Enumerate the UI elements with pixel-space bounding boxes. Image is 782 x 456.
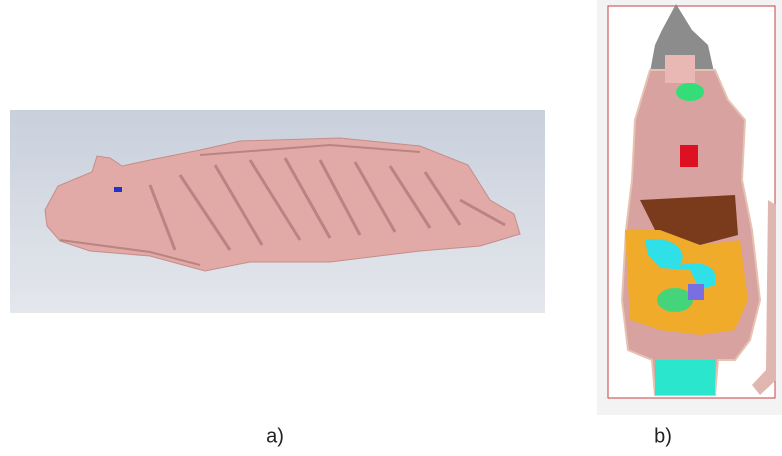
panel-a-image (10, 110, 545, 313)
panel-label: a) (266, 425, 284, 447)
organ-bladder (655, 360, 715, 395)
organ-abdomen (625, 230, 748, 335)
organ-green-lower (657, 288, 693, 312)
organ-green-upper (676, 83, 704, 101)
eye (114, 187, 122, 192)
ear (665, 55, 695, 83)
figure: a) b) (0, 0, 782, 456)
organ-heart (680, 145, 698, 167)
organ-purple (688, 284, 704, 300)
panel-label: b) (654, 425, 672, 447)
panel-b-image (597, 0, 782, 415)
